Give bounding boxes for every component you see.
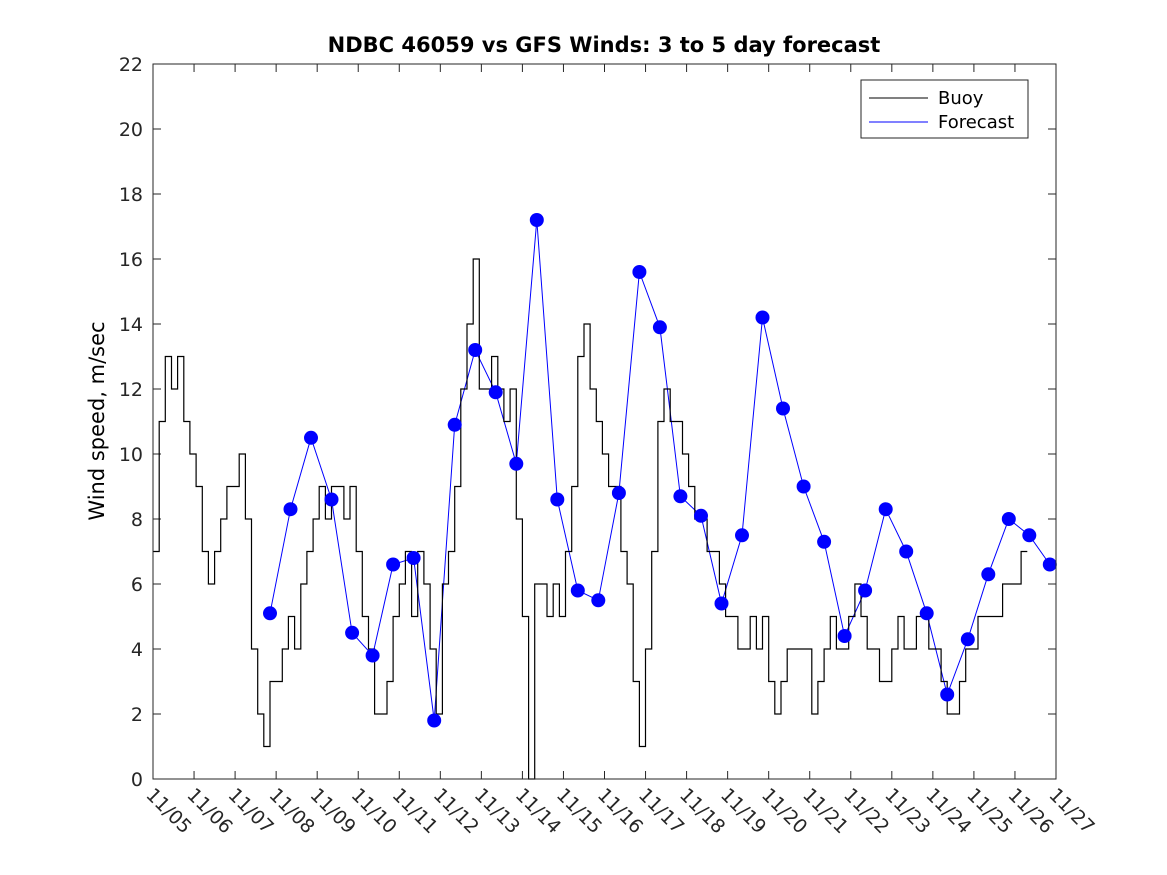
y-tick-label: 22 — [119, 54, 143, 76]
forecast-point — [550, 492, 565, 507]
forecast-point — [714, 596, 729, 611]
y-tick-label: 18 — [119, 184, 143, 206]
y-tick-label: 14 — [119, 314, 143, 336]
y-tick-label: 8 — [131, 509, 143, 531]
forecast-point — [960, 632, 975, 647]
y-tick-label: 0 — [131, 769, 143, 791]
forecast-point — [735, 528, 749, 543]
forecast-point — [591, 593, 606, 608]
forecast-point — [776, 401, 790, 416]
plot-frame — [152, 63, 1057, 780]
forecast-point — [509, 456, 524, 471]
y-tick-label: 16 — [119, 249, 143, 271]
forecast-point — [427, 713, 442, 728]
forecast-point — [755, 310, 770, 325]
chart-title: NDBC 46059 vs GFS Winds: 3 to 5 day fore… — [328, 33, 881, 57]
forecast-point — [858, 583, 873, 598]
forecast-point — [324, 492, 339, 507]
forecast-point — [529, 213, 544, 227]
forecast-point — [1001, 512, 1016, 526]
forecast-point — [447, 417, 462, 432]
y-tick-label: 6 — [131, 574, 143, 596]
forecast-markers-group — [263, 213, 1057, 728]
forecast-point — [611, 486, 626, 500]
legend-box — [860, 79, 1029, 139]
y-axis-label: Wind speed, m/sec — [85, 321, 109, 520]
legend-buoy-label: Buoy — [938, 88, 984, 109]
y-tick-label: 12 — [119, 379, 143, 401]
forecast-point — [837, 629, 852, 643]
forecast-point — [570, 583, 585, 598]
forecast-point — [283, 502, 298, 517]
legend-forecast-label: Forecast — [938, 112, 1014, 133]
forecast-point — [652, 320, 667, 335]
forecast-point — [304, 430, 318, 445]
forecast-point — [878, 502, 893, 517]
forecast-point — [899, 544, 914, 559]
forecast-point — [1022, 528, 1037, 543]
forecast-point — [1042, 557, 1057, 572]
forecast-point — [488, 385, 503, 400]
buoy-line — [153, 258, 1028, 780]
forecast-point — [386, 557, 401, 572]
forecast-point — [919, 606, 934, 621]
legend: Buoy Forecast — [860, 79, 1029, 139]
plot-area — [153, 64, 1056, 779]
forecast-point — [981, 567, 996, 582]
forecast-point — [940, 687, 955, 702]
forecast-point — [632, 265, 647, 279]
forecast-point — [796, 479, 811, 494]
forecast-point — [365, 648, 380, 663]
y-tick-label: 4 — [131, 639, 143, 661]
buoy-series-group — [153, 258, 1028, 780]
forecast-point — [817, 534, 832, 549]
forecast-point — [406, 551, 421, 565]
forecast-point — [468, 343, 483, 357]
y-tick-label: 2 — [131, 704, 143, 726]
forecast-point — [263, 606, 277, 621]
forecast-point — [345, 625, 360, 640]
forecast-point — [694, 508, 708, 523]
forecast-point — [673, 489, 688, 504]
y-tick-label: 10 — [119, 444, 143, 466]
y-tick-label: 20 — [119, 119, 143, 141]
